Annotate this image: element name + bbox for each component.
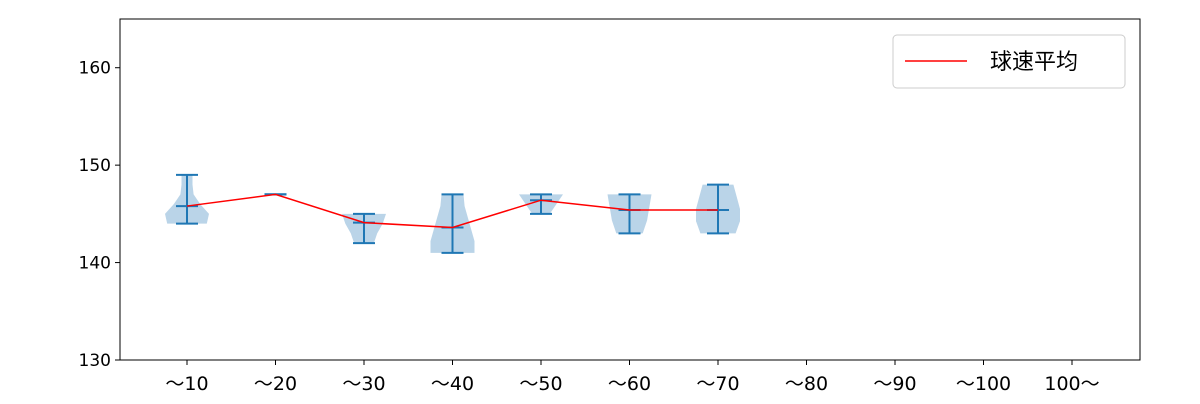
y-tick-label: 140 (79, 254, 111, 274)
x-tick-label: ～80 (785, 373, 828, 395)
y-tick-label: 150 (79, 156, 111, 176)
x-tick-label: ～40 (431, 373, 474, 395)
x-tick-label: ～10 (165, 373, 208, 395)
y-tick-label: 130 (79, 351, 111, 371)
legend-label: 球速平均 (990, 50, 1078, 75)
x-tick-label: ～70 (696, 373, 739, 395)
x-tick-label: 100～ (1044, 373, 1099, 395)
x-tick-label: ～60 (608, 373, 651, 395)
x-tick-label: ～30 (342, 373, 385, 395)
legend: 球速平均 (893, 35, 1125, 88)
x-tick-label: ～100 (956, 373, 1011, 395)
x-tick-label: ～20 (254, 373, 297, 395)
x-tick-label: ～50 (519, 373, 562, 395)
x-tick-label: ～90 (873, 373, 916, 395)
y-tick-label: 160 (79, 59, 111, 79)
